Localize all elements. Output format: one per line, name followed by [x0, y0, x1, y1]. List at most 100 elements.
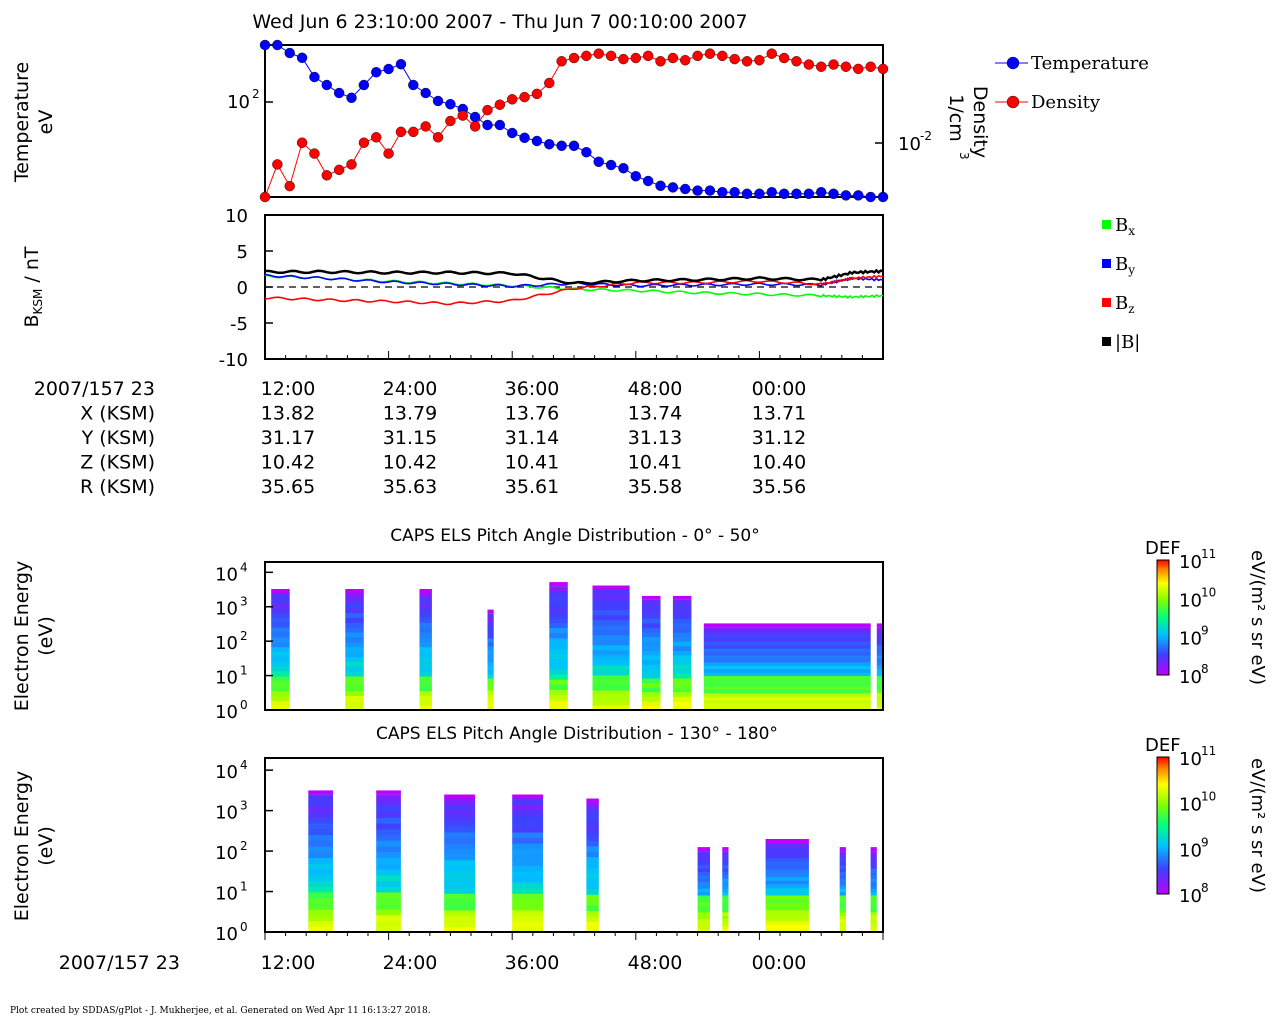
spec-cell	[870, 871, 877, 876]
temperature-point	[717, 186, 728, 198]
ephem-value: 35.58	[628, 476, 682, 498]
spec-cell	[487, 677, 494, 683]
ephem-value: 35.61	[505, 476, 559, 498]
spec-cell	[345, 636, 364, 643]
spec-cell	[419, 666, 432, 672]
spec-cell	[512, 854, 544, 861]
temperature-point	[272, 39, 283, 51]
ephem-value: 00:00	[752, 378, 807, 400]
density-point	[432, 132, 444, 143]
temperature-point	[877, 191, 889, 203]
density-point	[865, 61, 876, 72]
spec-cell	[345, 612, 364, 618]
spec-cell	[642, 627, 661, 633]
spec-cell	[703, 651, 871, 656]
density-point	[272, 159, 283, 170]
spec-cell	[345, 641, 364, 648]
spec-cell	[549, 601, 568, 608]
density-point	[469, 121, 481, 132]
spec-cell	[444, 804, 476, 811]
spec-cell	[376, 897, 401, 904]
figure: Wed Jun 6 23:10:00 2007 - Thu Jun 7 00:1…	[11, 11, 1268, 974]
density-point	[284, 180, 295, 192]
spec-cell	[703, 706, 871, 711]
spec-cell	[876, 689, 883, 694]
spec-cell	[765, 854, 809, 859]
density-point	[321, 170, 332, 181]
spec-cell	[308, 840, 333, 847]
spec-cell	[419, 641, 432, 648]
spec-edge	[549, 582, 568, 587]
b-tick-label: 10	[225, 206, 248, 227]
spec-cell	[697, 921, 710, 926]
spec-cell	[271, 685, 290, 692]
panel-spectrogram-130-180: CAPS ELS Pitch Angle Distribution - 130°…	[11, 724, 1268, 974]
spec-cell	[839, 915, 846, 920]
spec-cell	[308, 868, 333, 876]
spec-cell	[592, 664, 630, 671]
spec-cell	[765, 876, 809, 881]
spec-cell	[271, 705, 290, 711]
spec-cell	[703, 634, 871, 639]
spec-cell	[512, 798, 544, 805]
spec-cell	[642, 618, 661, 624]
temperature-point	[556, 140, 567, 152]
spec-cell	[586, 921, 599, 928]
spec-cell	[549, 642, 568, 649]
density-point	[877, 63, 889, 75]
energy-tick-exp: 3	[240, 595, 248, 609]
spec-cell	[765, 883, 809, 889]
spec-cell	[586, 888, 599, 895]
spec-cell	[512, 898, 544, 905]
density-point	[358, 137, 370, 148]
spec-cell	[672, 691, 692, 697]
spec-cell	[876, 706, 883, 711]
spec-cell	[592, 705, 630, 711]
spec-cell	[487, 637, 494, 643]
spec-cell	[444, 798, 476, 805]
density-point	[383, 148, 394, 159]
temperature-point	[494, 119, 506, 131]
temperature-point	[754, 188, 765, 200]
spec-cell	[870, 894, 877, 899]
spec-cell	[870, 867, 877, 872]
temperature-point	[284, 47, 295, 59]
b-y-label: BKSM / nT	[21, 246, 45, 327]
spec-cell	[876, 679, 883, 683]
colorbar-title: DEF	[1145, 735, 1181, 756]
density-point	[853, 63, 864, 75]
spec-cell	[722, 915, 729, 920]
spec-cell	[839, 894, 846, 899]
spec-cell	[722, 898, 729, 903]
spec-cell	[345, 607, 364, 614]
spec-cell	[642, 599, 661, 606]
spec-cell	[839, 867, 846, 872]
ephem-value: 10.41	[505, 452, 559, 474]
spec-cell	[870, 911, 877, 916]
energy-tick-exp: 2	[240, 839, 248, 853]
spec-cell	[419, 685, 432, 692]
spec-cell	[672, 700, 692, 706]
spec-edge	[345, 589, 364, 593]
ephem-value: 36:00	[505, 378, 560, 400]
density-point	[309, 148, 320, 159]
spec-cell	[512, 926, 544, 933]
spec-cell	[642, 641, 661, 647]
spec-cell	[586, 861, 599, 868]
b-label-unit: / nT	[21, 246, 43, 289]
spec-cell	[839, 874, 846, 879]
series-line-density	[264, 53, 884, 198]
spec-cell	[672, 645, 692, 651]
spec-cell	[703, 703, 871, 708]
spec-cell	[376, 868, 401, 876]
spec-cell	[512, 820, 544, 827]
spec-cell	[765, 857, 809, 863]
density-point	[581, 50, 592, 62]
density-point	[519, 91, 530, 103]
spec-cell	[642, 654, 661, 661]
spec-cell	[308, 834, 333, 841]
spec-cell	[549, 622, 568, 628]
temp-tick-base: 10	[227, 92, 250, 113]
density-tick-base: 10	[898, 134, 921, 155]
